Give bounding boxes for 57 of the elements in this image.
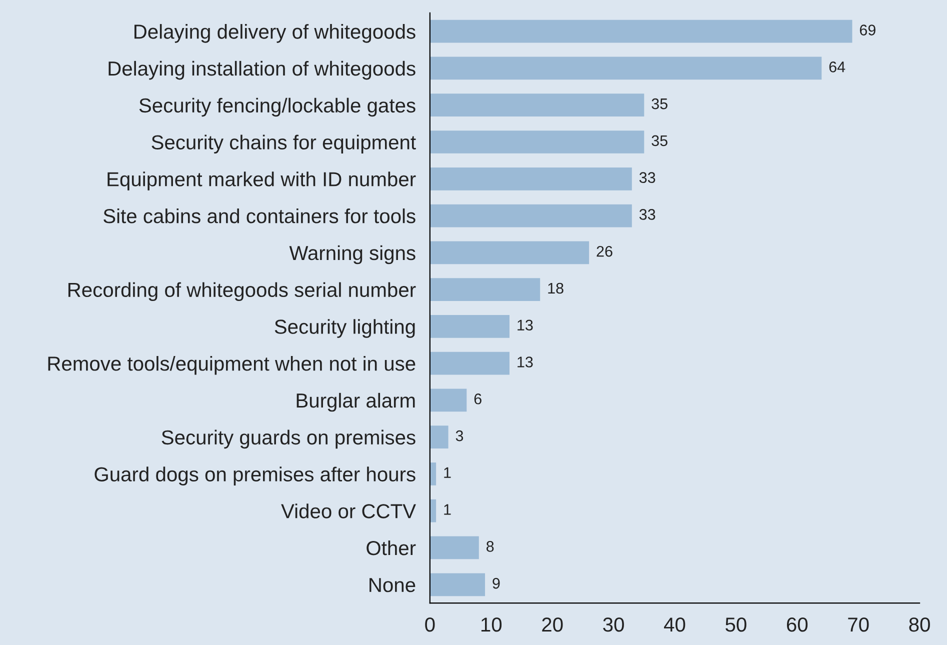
bar — [430, 314, 510, 338]
bar — [430, 499, 436, 522]
bar — [430, 462, 436, 486]
bar — [430, 352, 510, 375]
data-label: 1 — [444, 504, 451, 515]
y-tick-label: Security lighting — [274, 319, 415, 338]
y-tick-label: None — [370, 578, 416, 592]
y-tick-label: Equipment marked with ID number — [108, 172, 416, 190]
data-label: 8 — [486, 541, 494, 552]
y-tick-label: Security chains for equipment — [152, 134, 416, 154]
y-tick-label: Video or CCTV — [281, 504, 416, 518]
y-tick-label: Warning signs — [289, 245, 416, 264]
bar — [430, 241, 590, 264]
data-label: 26 — [596, 246, 612, 257]
data-label: 33 — [639, 209, 656, 220]
y-tick-label: Delaying delivery of whitegoods — [134, 24, 416, 43]
data-label: 9 — [492, 578, 500, 589]
bar — [430, 130, 644, 154]
data-label: 1 — [444, 467, 451, 478]
bar — [430, 278, 540, 301]
x-tick-label: 0 — [425, 617, 435, 632]
data-label: 33 — [639, 172, 656, 183]
x-tick-label: 50 — [726, 617, 746, 632]
y-tick-label: Site cabins and containers for tools — [104, 208, 416, 224]
x-tick-label: 40 — [664, 617, 686, 632]
x-tick-label: 70 — [848, 617, 869, 632]
y-tick-label: Guard dogs on premises after hours — [94, 466, 416, 486]
data-label: 13 — [518, 320, 533, 331]
y-tick-label: Burglar alarm — [296, 392, 415, 412]
y-tick-label: Remove tools/equipment when not in use — [48, 356, 416, 375]
bar — [430, 388, 467, 412]
bar — [430, 167, 632, 190]
data-label: 18 — [548, 282, 564, 294]
x-tick-label: 20 — [542, 617, 563, 632]
y-tick-label: Security fencing/lockable gates — [139, 98, 416, 117]
data-label: 6 — [474, 393, 482, 404]
data-label: 13 — [518, 356, 533, 368]
y-tick-label: Other — [366, 540, 416, 556]
bar — [430, 56, 822, 80]
bar — [430, 536, 479, 560]
y-tick-label: Security guards on premises — [162, 430, 416, 449]
y-tick-label: Delaying installation of whitegoods — [108, 60, 416, 80]
x-tick-label: 10 — [481, 617, 502, 632]
bar — [430, 94, 644, 117]
bar — [430, 20, 852, 43]
data-label: 3 — [456, 430, 464, 442]
x-tick-label: 80 — [909, 617, 930, 632]
bar — [430, 426, 448, 449]
y-tick-label: Recording of whitegoods serial number — [68, 282, 416, 302]
data-label: 35 — [652, 135, 668, 146]
x-tick-label: 60 — [786, 617, 808, 632]
data-label: 35 — [652, 98, 668, 110]
bar — [430, 204, 632, 228]
data-label: 69 — [860, 24, 876, 36]
x-tick-label: 30 — [603, 617, 624, 632]
bar — [430, 573, 486, 596]
data-label: 64 — [829, 62, 846, 72]
